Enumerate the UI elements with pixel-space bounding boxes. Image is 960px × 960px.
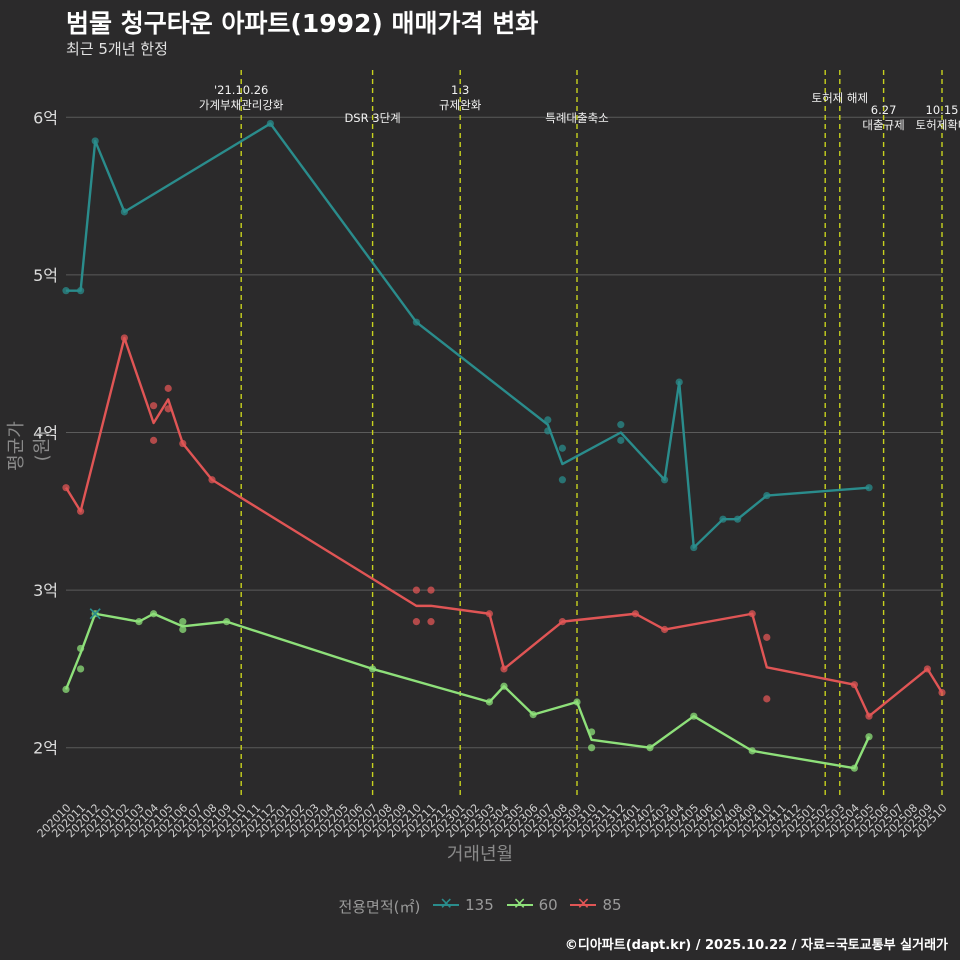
data-point-85 (427, 586, 435, 594)
legend-swatch-60: ✕ (506, 894, 533, 913)
legend-label-85: 85 (602, 896, 622, 914)
event-label: 6.27 대출규제 (862, 103, 904, 132)
data-point-85 (150, 402, 158, 410)
data-point-135 (617, 436, 625, 444)
y-tick-label: 2억 (33, 739, 58, 758)
chart-subtitle: 최근 5개년 한정 (66, 40, 168, 58)
legend-swatch-135: ✕ (433, 894, 460, 913)
x-axis-label: 거래년월 (446, 844, 514, 865)
data-point-135 (558, 476, 567, 484)
event-label-line: 규제완화 (439, 98, 482, 112)
series-85 (62, 334, 946, 720)
legend-item-60: ✕ 60 (506, 894, 558, 914)
event-label: 1.3 규제완화 (439, 83, 482, 112)
chart-title: 범물 청구타운 아파트(1992) 매매가격 변화 (66, 9, 539, 38)
event-label-line: '21.10.26 (214, 83, 268, 97)
event-label-line: 6.27 (871, 103, 897, 117)
legend-swatch-85: ✕ (570, 894, 597, 913)
series-line-85 (64, 336, 944, 718)
series-line-135 (66, 122, 870, 549)
data-point-60 (77, 665, 85, 673)
series-60 (62, 608, 873, 772)
series-135 (62, 119, 873, 552)
event-label-line: 특례대출축소 (545, 111, 608, 125)
legend-title: 전용면적(㎡) (338, 898, 421, 916)
data-x-mark (89, 608, 101, 620)
legend-label-135: 135 (465, 896, 494, 914)
data-point-135 (558, 444, 567, 452)
source-caption: ©디아파트(dapt.kr) / 2025.10.22 / 자료=국토교통부 실… (564, 938, 948, 953)
y-tick-label: 6억 (33, 108, 58, 127)
series-line-60 (64, 612, 871, 770)
data-point-85 (412, 618, 420, 626)
event-label-line: 10.15 (926, 103, 959, 117)
data-point-135 (544, 416, 552, 424)
data-point-85 (412, 586, 420, 594)
legend: 전용면적(㎡) ✕ 135 ✕ 60 ✕ 85 (0, 894, 960, 917)
event-label: '21.10.26 가계부채관리강화 (199, 83, 284, 112)
legend-label-60: 60 (538, 896, 558, 914)
data-point-85 (164, 384, 172, 392)
y-tick-label: 4억 (33, 424, 58, 443)
event-label: DSR 3단계 (344, 111, 400, 125)
data-point-85 (150, 436, 158, 444)
data-point-60 (179, 618, 187, 626)
y-tick-label: 3억 (33, 581, 58, 600)
event-label: 토허제 해제 (812, 91, 869, 105)
data-point-60 (588, 744, 596, 752)
legend-item-135: ✕ 135 (433, 894, 494, 914)
y-tick-label: 5억 (33, 266, 58, 285)
event-label: 특례대출축소 (545, 111, 608, 125)
event-label-line: DSR 3단계 (344, 111, 400, 125)
y-axis-label: 평균가(원) (6, 421, 53, 471)
event-label-line: 대출규제 (862, 118, 904, 132)
data-point-85 (763, 695, 771, 703)
event-label-line: 가계부채관리강화 (199, 98, 284, 112)
data-point-135 (617, 421, 625, 429)
event-label: 10.15토허제확대 (916, 103, 960, 132)
legend-item-85: ✕ 85 (570, 894, 622, 914)
data-point-85 (763, 633, 771, 641)
data-point-60 (179, 625, 187, 634)
event-label-line: 1.3 (451, 83, 469, 97)
data-point-85 (427, 618, 435, 626)
event-label-line: 토허제 해제 (812, 91, 869, 105)
event-label-line: 토허제확대 (916, 118, 960, 132)
